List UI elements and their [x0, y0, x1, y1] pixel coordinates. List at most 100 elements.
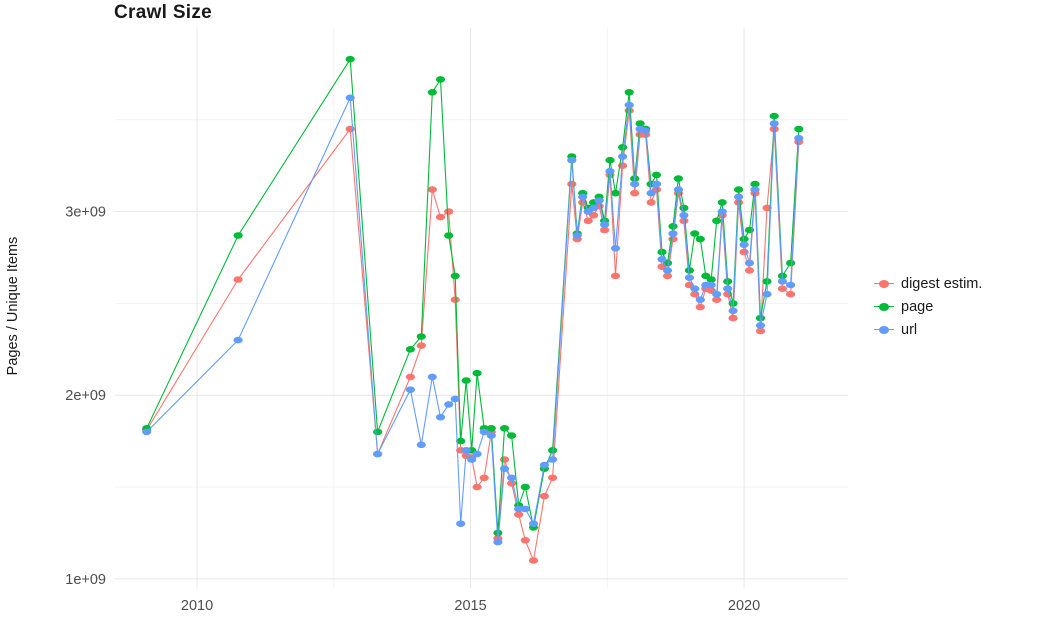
data-point-url — [405, 386, 415, 394]
data-point-digest — [520, 537, 530, 544]
data-point-digest — [762, 204, 772, 212]
data-point-digest — [600, 226, 610, 234]
data-point-page — [706, 276, 716, 283]
data-point-page — [794, 125, 804, 133]
data-point-url — [514, 505, 524, 513]
data-point-page — [786, 259, 796, 267]
x-axis-tick-label: 2015 — [454, 598, 486, 614]
legend-key-page-icon — [874, 299, 894, 315]
data-point-url — [723, 285, 733, 293]
data-point-url — [456, 520, 466, 527]
data-point-digest — [548, 474, 558, 482]
data-point-page — [673, 175, 684, 182]
data-point-url — [450, 395, 460, 403]
y-axis-tick-label: 2e+09 — [65, 388, 106, 404]
data-point-url — [416, 441, 426, 449]
data-point-digest — [610, 272, 621, 280]
y-axis-tick-label: 1e+09 — [65, 572, 106, 588]
data-point-page — [233, 232, 243, 239]
data-point-url — [461, 447, 471, 454]
data-point-digest — [567, 180, 577, 188]
data-point-url — [630, 180, 640, 188]
series-line-digest — [146, 110, 800, 563]
data-point-digest — [630, 189, 640, 197]
series-line-page — [146, 57, 800, 533]
legend-item-url: url — [874, 322, 982, 338]
data-point-url — [479, 428, 489, 436]
data-point-url — [786, 281, 796, 289]
data-point-page — [769, 112, 779, 120]
data-point-digest — [712, 296, 722, 304]
data-point-url — [717, 208, 727, 215]
data-point-page — [472, 369, 482, 377]
data-point-digest — [405, 373, 415, 381]
data-point-url — [572, 232, 582, 239]
data-point-page — [520, 483, 530, 491]
data-point-page — [618, 144, 628, 151]
data-point-url — [641, 127, 651, 135]
legend-item-digest: digest estim. — [874, 276, 982, 292]
data-point-digest — [528, 557, 539, 564]
data-point-url — [444, 401, 454, 408]
data-point-page — [684, 267, 695, 274]
legend-label-page: page — [901, 299, 934, 315]
data-point-page — [717, 199, 727, 206]
data-point-url — [739, 241, 749, 248]
legend-item-page: page — [874, 299, 982, 315]
data-point-url — [618, 153, 628, 160]
data-point-url — [472, 450, 482, 458]
data-point-url — [567, 156, 577, 164]
data-point-url — [695, 296, 705, 304]
legend-key-digest-icon — [874, 276, 894, 292]
data-point-page — [635, 120, 645, 127]
data-point-page — [739, 235, 749, 243]
data-point-page — [744, 226, 755, 234]
data-point-url — [520, 505, 530, 513]
data-point-url — [467, 456, 477, 463]
series-line-url — [146, 95, 800, 543]
data-point-page — [605, 156, 615, 164]
data-point-digest — [499, 456, 510, 463]
data-point-digest — [507, 480, 517, 487]
data-point-url — [427, 373, 437, 381]
data-point-page — [679, 204, 689, 212]
chart-title: Crawl Size — [114, 2, 213, 23]
data-point-url — [712, 290, 722, 298]
data-point-url — [690, 285, 700, 293]
data-point-page — [624, 89, 634, 96]
data-point-digest — [435, 213, 446, 221]
data-point-page — [548, 447, 558, 454]
data-point-url — [762, 290, 772, 298]
data-point-url — [662, 267, 673, 274]
data-point-url — [610, 245, 621, 252]
data-point-digest — [444, 208, 454, 215]
data-point-url — [594, 197, 604, 204]
data-point-page — [493, 529, 503, 537]
data-point-page — [734, 186, 744, 193]
data-point-page — [416, 333, 426, 340]
data-point-page — [610, 189, 621, 197]
data-point-url — [142, 428, 152, 436]
data-point-url — [668, 230, 678, 237]
data-point-page — [427, 89, 437, 96]
data-point-url — [769, 120, 779, 127]
data-point-url — [233, 336, 243, 344]
data-point-page — [345, 55, 355, 63]
data-point-url — [435, 413, 446, 421]
data-point-page — [499, 425, 510, 432]
x-axis-tick-label: 2020 — [728, 598, 760, 614]
data-point-url — [600, 221, 610, 228]
data-point-digest — [539, 492, 550, 500]
x-axis-tick-label: 2010 — [181, 598, 213, 614]
data-point-page — [507, 432, 517, 439]
data-point-page — [651, 171, 662, 179]
data-point-page — [450, 272, 460, 280]
data-point-page — [668, 223, 678, 230]
legend-label-digest: digest estim. — [901, 276, 983, 292]
data-point-url — [528, 520, 539, 527]
legend: digest estim. page url — [874, 276, 982, 338]
data-point-url — [493, 538, 503, 546]
data-point-digest — [728, 314, 738, 322]
data-point-page — [486, 425, 496, 432]
data-point-digest — [233, 276, 243, 283]
